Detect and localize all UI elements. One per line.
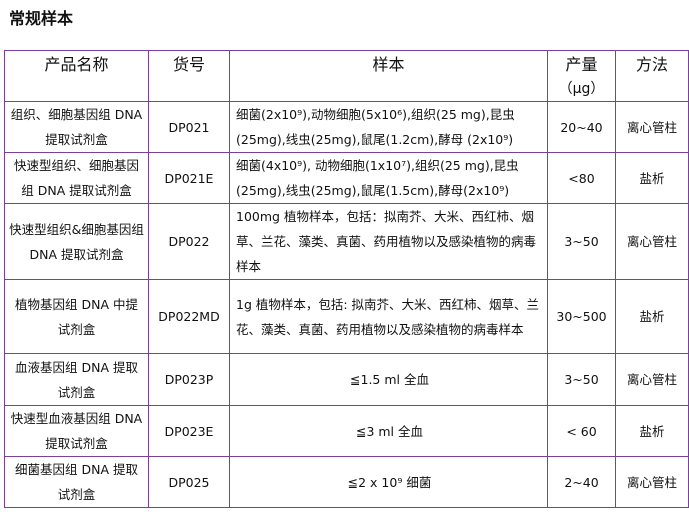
product-name-cell: 组织、细胞基因组 DNA 提取试剂盒	[4, 101, 149, 153]
header-code: 货号	[148, 50, 230, 102]
code-cell: DP025	[148, 456, 230, 508]
yield-cell: 3~50	[547, 203, 616, 280]
section-title: 常规样本	[9, 9, 74, 28]
method-cell: 盐析	[615, 152, 689, 204]
table-row: 植物基因组 DNA 中提试剂盒 DP022MD 1g 植物样本，包括: 拟南芥、大米…	[4, 279, 689, 354]
sample-cell: 细菌(4x10⁹), 动物细胞(1x10⁷),组织(25 mg),昆虫(25mg…	[229, 152, 548, 204]
product-name-cell: 细菌基因组 DNA 提取试剂盒	[4, 456, 149, 508]
sample-cell: 1g 植物样本，包括: 拟南芥、大米、西红柿、烟草、兰花、藻类、真菌、药用植物以…	[229, 279, 548, 354]
method-cell: 盐析	[615, 405, 689, 457]
sample-cell: ≦1.5 ml 全血	[229, 353, 548, 406]
product-name-cell: 快速型组织、细胞基因组 DNA 提取试剂盒	[4, 152, 149, 204]
yield-cell: <80	[547, 152, 616, 204]
table-row: 血液基因组 DNA 提取试剂盒 DP023P ≦1.5 ml 全血 3~50 离心管柱	[4, 353, 689, 406]
table-header-row: 产品名称 货号 样本 产量 （μg） 方法	[4, 50, 689, 102]
header-product-name: 产品名称	[4, 50, 149, 102]
method-cell: 离心管柱	[615, 203, 689, 280]
product-name-cell: 植物基因组 DNA 中提试剂盒	[4, 279, 149, 354]
method-cell: 离心管柱	[615, 101, 689, 153]
code-cell: DP022MD	[148, 279, 230, 354]
table-row: 快速型组织、细胞基因组 DNA 提取试剂盒 DP021E 细菌(4x10⁹), 动物…	[4, 152, 689, 204]
code-cell: DP022	[148, 203, 230, 280]
product-name-cell: 快速型组织&细胞基因组 DNA 提取试剂盒	[4, 203, 149, 280]
header-sample: 样本	[229, 50, 548, 102]
yield-cell: 30~500	[547, 279, 616, 354]
code-cell: DP023E	[148, 405, 230, 457]
sample-cell: ≦3 ml 全血	[229, 405, 548, 457]
product-table: 产品名称 货号 样本 产量 （μg） 方法 组织、细胞基因组 DNA 提取试剂盒 D…	[4, 50, 689, 508]
product-name-cell: 血液基因组 DNA 提取试剂盒	[4, 353, 149, 406]
sample-cell: ≦2 x 10⁹ 细菌	[229, 456, 548, 508]
table-row: 快速型血液基因组 DNA 提取试剂盒 DP023E ≦3 ml 全血 < 60 盐析	[4, 405, 689, 457]
yield-cell: 20~40	[547, 101, 616, 153]
yield-cell: 2~40	[547, 456, 616, 508]
code-cell: DP021	[148, 101, 230, 153]
method-cell: 盐析	[615, 279, 689, 354]
sample-cell: 细菌(2x10⁹),动物细胞(5x10⁶),组织(25 mg),昆虫(25mg)…	[229, 101, 548, 153]
table-row: 快速型组织&细胞基因组 DNA 提取试剂盒 DP022 100mg 植物样本，包括：…	[4, 203, 689, 280]
code-cell: DP023P	[148, 353, 230, 406]
code-cell: DP021E	[148, 152, 230, 204]
yield-cell: 3~50	[547, 353, 616, 406]
header-yield: 产量 （μg）	[547, 50, 616, 102]
method-cell: 离心管柱	[615, 353, 689, 406]
yield-cell: < 60	[547, 405, 616, 457]
table-row: 细菌基因组 DNA 提取试剂盒 DP025 ≦2 x 10⁹ 细菌 2~40 离心管柱	[4, 456, 689, 508]
sample-cell: 100mg 植物样本，包括：拟南芥、大米、西红柿、烟草、兰花、藻类、真菌、药用植…	[229, 203, 548, 280]
product-name-cell: 快速型血液基因组 DNA 提取试剂盒	[4, 405, 149, 457]
method-cell: 离心管柱	[615, 456, 689, 508]
header-method: 方法	[615, 50, 689, 102]
header-yield-label: 产量	[565, 55, 598, 74]
table-row: 组织、细胞基因组 DNA 提取试剂盒 DP021 细菌(2x10⁹),动物细胞(5x…	[4, 101, 689, 153]
header-yield-unit: （μg）	[558, 81, 605, 97]
